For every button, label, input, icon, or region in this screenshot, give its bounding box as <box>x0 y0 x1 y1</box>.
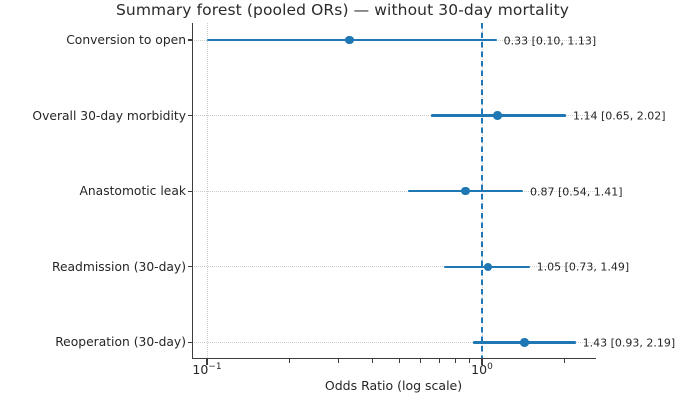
x-axis-label: Odds Ratio (log scale) <box>324 378 463 393</box>
x-axis-spine <box>192 358 596 360</box>
row-gridline <box>192 190 595 192</box>
x-minor-tick <box>372 359 374 363</box>
x-tick-label: 100 <box>471 362 493 378</box>
odds-ratio-marker <box>461 186 470 196</box>
x-minor-tick <box>289 359 291 363</box>
x-major-gridline <box>206 23 208 358</box>
row-gridline <box>192 115 595 117</box>
x-minor-tick <box>420 359 422 363</box>
estimate-annotation: 1.14 [0.65, 2.02] <box>572 109 666 123</box>
y-tick <box>188 115 192 117</box>
x-minor-tick <box>398 359 400 363</box>
x-tick-label: 10−1 <box>192 362 222 378</box>
y-tick <box>188 266 192 268</box>
category-label: Conversion to open <box>66 33 186 47</box>
y-tick <box>188 341 192 343</box>
category-label: Reoperation (30-day) <box>55 335 186 350</box>
x-minor-tick <box>468 359 470 363</box>
x-minor-tick <box>438 359 440 363</box>
row-gridline <box>192 266 595 268</box>
y-tick <box>188 39 192 41</box>
x-minor-tick <box>337 359 339 363</box>
x-major-tick <box>206 359 208 365</box>
category-label: Anastomotic leak <box>79 184 186 199</box>
odds-ratio-marker <box>483 262 493 272</box>
chart-title: Summary forest (pooled ORs) — without 30… <box>115 1 570 19</box>
odds-ratio-marker <box>345 35 354 45</box>
category-label: Overall 30-day morbidity <box>32 108 186 123</box>
x-major-tick <box>481 359 483 365</box>
estimate-annotation: 1.43 [0.93, 2.19] <box>582 336 676 350</box>
odds-ratio-marker <box>520 338 529 347</box>
estimate-annotation: 0.87 [0.54, 1.41] <box>530 185 623 199</box>
x-minor-tick <box>564 359 566 363</box>
y-axis-spine <box>192 23 194 358</box>
estimate-annotation: 1.05 [0.73, 1.49] <box>536 260 630 274</box>
y-tick <box>188 190 192 192</box>
estimate-annotation: 0.33 [0.10, 1.13] <box>503 34 597 47</box>
odds-ratio-marker <box>493 111 502 120</box>
row-gridline <box>192 341 595 343</box>
category-label: Readmission (30-day) <box>51 259 186 274</box>
x-minor-tick <box>454 359 456 363</box>
